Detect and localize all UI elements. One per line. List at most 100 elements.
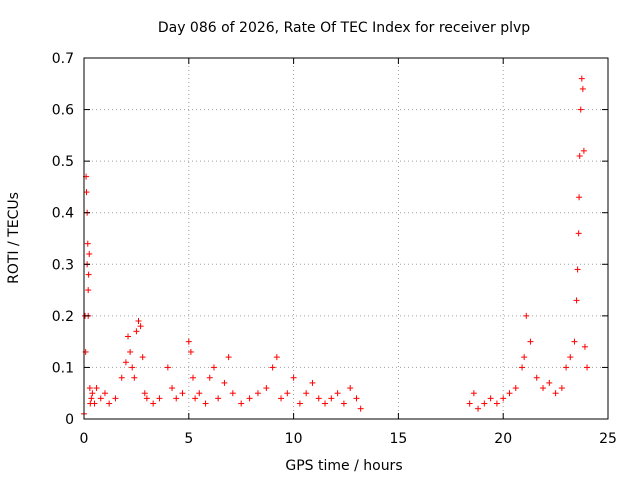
data-point	[567, 354, 574, 361]
data-point	[466, 400, 473, 407]
data-point	[112, 395, 119, 402]
data-point	[322, 400, 329, 407]
data-point	[575, 230, 582, 237]
data-point	[164, 364, 171, 371]
data-point	[340, 400, 347, 407]
data-point	[139, 354, 146, 361]
data-point	[101, 390, 108, 397]
data-point	[93, 385, 100, 392]
data-point	[185, 338, 192, 345]
data-point	[131, 374, 138, 381]
data-point	[347, 385, 354, 392]
data-point	[487, 395, 494, 402]
data-point	[581, 343, 588, 350]
y-tick-label: 0.7	[52, 51, 74, 67]
data-point	[169, 385, 176, 392]
data-point	[334, 390, 341, 397]
data-point	[573, 297, 580, 304]
x-tick-label: 15	[389, 431, 407, 447]
data-point	[202, 400, 209, 407]
data-point	[481, 400, 488, 407]
x-tick-label: 10	[285, 431, 303, 447]
x-tick-label: 0	[80, 431, 89, 447]
x-tick-label: 5	[184, 431, 193, 447]
data-point	[296, 400, 303, 407]
data-point	[512, 385, 519, 392]
data-point	[141, 390, 148, 397]
data-point	[254, 390, 261, 397]
data-point	[470, 390, 477, 397]
data-point	[563, 364, 570, 371]
data-point	[86, 250, 93, 257]
data-point	[578, 75, 585, 82]
grid-lines	[84, 58, 608, 419]
data-point	[521, 354, 528, 361]
y-tick-label: 0.5	[52, 154, 74, 170]
axes	[83, 57, 609, 420]
data-point	[315, 395, 322, 402]
data-point	[88, 395, 95, 402]
data-point	[210, 364, 217, 371]
y-tick-label: 0.6	[52, 103, 74, 119]
data-point	[263, 385, 270, 392]
data-point	[118, 374, 125, 381]
x-tick-label: 25	[599, 431, 617, 447]
data-point	[135, 318, 142, 325]
data-point	[303, 390, 310, 397]
data-point	[533, 374, 540, 381]
data-point	[273, 354, 280, 361]
data-point	[546, 379, 553, 386]
data-point	[86, 385, 93, 392]
data-point	[137, 323, 144, 330]
x-axis-label: GPS time / hours	[285, 458, 402, 474]
data-point	[127, 348, 134, 355]
data-point	[580, 147, 587, 154]
tick-labels: 0 5 10 15 20 25 0 0.1 0.2 0.3 0.4 0.5 0.6 0.7	[52, 51, 617, 447]
data-point	[156, 395, 163, 402]
y-tick-label: 0.3	[52, 257, 74, 273]
data-point	[150, 400, 157, 407]
data-point	[584, 364, 591, 371]
data-point	[221, 379, 228, 386]
data-point	[125, 333, 132, 340]
data-point	[527, 338, 534, 345]
data-point	[85, 287, 92, 294]
y-tick-label: 0	[65, 412, 74, 428]
data-point	[576, 152, 583, 159]
data-point	[215, 395, 222, 402]
data-point	[328, 395, 335, 402]
data-point	[196, 390, 203, 397]
data-point	[225, 354, 232, 361]
data-point	[91, 400, 98, 407]
data-point	[269, 364, 276, 371]
data-point	[506, 390, 513, 397]
data-point	[579, 85, 586, 92]
data-point	[122, 359, 129, 366]
data-point	[83, 189, 90, 196]
data-point	[357, 405, 364, 412]
data-point	[206, 374, 213, 381]
data-point	[309, 379, 316, 386]
data-point	[187, 348, 194, 355]
data-point	[577, 106, 584, 113]
data-point	[475, 405, 482, 412]
data-point	[500, 395, 507, 402]
data-point	[229, 390, 236, 397]
data-point	[278, 395, 285, 402]
data-point	[519, 364, 526, 371]
data-point	[89, 390, 96, 397]
data-point	[106, 400, 113, 407]
data-point	[284, 390, 291, 397]
data-point	[179, 390, 186, 397]
data-point	[173, 395, 180, 402]
data-point	[133, 328, 140, 335]
data-point	[85, 271, 92, 278]
data-point	[290, 374, 297, 381]
data-point	[143, 395, 150, 402]
data-point	[238, 400, 245, 407]
data-point	[246, 395, 253, 402]
y-axis-label: ROTI / TECUs	[6, 192, 22, 284]
data-point	[353, 395, 360, 402]
data-point	[192, 395, 199, 402]
